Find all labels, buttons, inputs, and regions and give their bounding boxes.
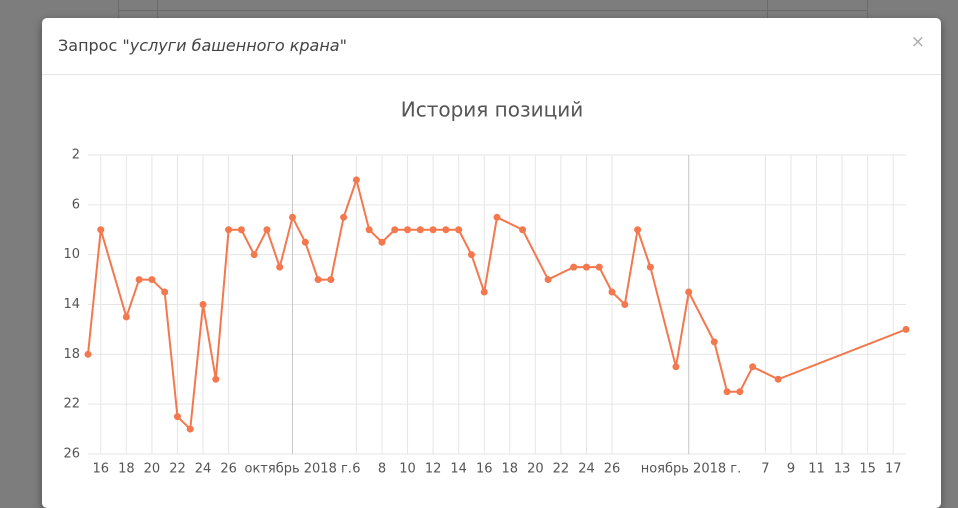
data-point (225, 226, 233, 234)
data-point (493, 213, 501, 221)
x-tick-label: 12 (425, 462, 442, 477)
data-point (237, 226, 245, 234)
y-tick-label: 6 (72, 197, 80, 212)
y-tick-label: 10 (63, 247, 80, 262)
data-point (595, 263, 603, 271)
table-divider (157, 0, 158, 18)
data-point (736, 388, 744, 396)
x-tick-label: 20 (144, 462, 161, 477)
data-point (723, 388, 731, 396)
data-point (710, 338, 718, 346)
data-point (672, 363, 680, 371)
data-point (685, 288, 693, 296)
data-point (391, 226, 399, 234)
data-point (455, 226, 463, 234)
modal: Запрос "услуги башенного крана" × Истори… (42, 18, 941, 508)
x-tick-label: 9 (787, 462, 795, 477)
data-point (634, 226, 642, 234)
x-tick-label: 6 (352, 462, 360, 477)
x-tick-label: 20 (527, 462, 544, 477)
x-tick-label: октябрь 2018 г. (245, 462, 352, 477)
data-point (442, 226, 450, 234)
y-tick-label: 2 (72, 148, 80, 163)
data-point (582, 263, 590, 271)
x-tick-label: 18 (118, 462, 135, 477)
data-point (301, 238, 309, 246)
x-tick-label: 24 (578, 462, 595, 477)
data-point (148, 276, 156, 284)
x-tick-label: 16 (476, 462, 493, 477)
data-point (263, 226, 271, 234)
chart-title: История позиций (401, 98, 583, 122)
x-tick-label: 8 (378, 462, 386, 477)
x-tick-label: 18 (502, 462, 519, 477)
data-point (519, 226, 527, 234)
data-point (749, 363, 757, 371)
data-point (186, 425, 194, 433)
x-tick-label: 22 (169, 462, 186, 477)
data-point (250, 251, 258, 259)
table-divider (119, 10, 867, 11)
x-tick-label: 22 (553, 462, 570, 477)
y-tick-label: 22 (63, 397, 80, 412)
data-point (902, 325, 910, 333)
data-point (480, 288, 488, 296)
data-point (404, 226, 412, 234)
x-tick-label: 26 (604, 462, 621, 477)
x-tick-label: 11 (808, 462, 825, 477)
data-point (352, 176, 360, 184)
data-point (416, 226, 424, 234)
x-tick-label: 15 (859, 462, 876, 477)
x-tick-label: 26 (220, 462, 237, 477)
y-tick-label: 18 (63, 347, 80, 362)
data-point (544, 276, 552, 284)
data-point (340, 213, 348, 221)
modal-title: Запрос "услуги башенного крана" (58, 36, 347, 55)
data-point (84, 350, 92, 358)
data-point (199, 301, 207, 308)
y-tick-label: 14 (63, 297, 80, 312)
data-point (608, 288, 616, 296)
data-point (276, 263, 284, 271)
table-divider (767, 0, 768, 18)
x-tick-label: ноябрь 2018 г. (641, 462, 742, 477)
query: услуги башенного крана (129, 36, 340, 55)
data-point (621, 301, 629, 308)
data-point (173, 413, 181, 421)
x-tick-label: 16 (93, 462, 110, 477)
data-point (327, 276, 335, 284)
data-point (122, 313, 130, 321)
data-point (646, 263, 654, 271)
x-tick-label: 14 (450, 462, 467, 477)
x-tick-label: 7 (761, 462, 769, 477)
data-point (314, 276, 322, 284)
close-button[interactable]: × (910, 32, 925, 52)
data-point (135, 276, 143, 284)
data-point (97, 226, 105, 234)
data-point (467, 251, 475, 259)
data-point (161, 288, 169, 296)
data-point (289, 213, 296, 221)
data-point (570, 263, 578, 271)
title-prefix: Запрос " (58, 36, 130, 55)
data-point (378, 238, 386, 246)
data-point (429, 226, 437, 234)
title-suffix: " (339, 36, 347, 55)
modal-header: Запрос "услуги башенного крана" × (42, 18, 941, 75)
data-point (212, 375, 220, 383)
data-point (774, 375, 782, 383)
background-table (118, 0, 868, 18)
x-tick-label: 17 (885, 462, 902, 477)
x-tick-label: 24 (195, 462, 212, 477)
x-tick-label: 13 (834, 462, 851, 477)
data-point (365, 226, 373, 234)
y-tick-label: 26 (63, 447, 80, 462)
x-tick-label: 10 (399, 462, 416, 477)
